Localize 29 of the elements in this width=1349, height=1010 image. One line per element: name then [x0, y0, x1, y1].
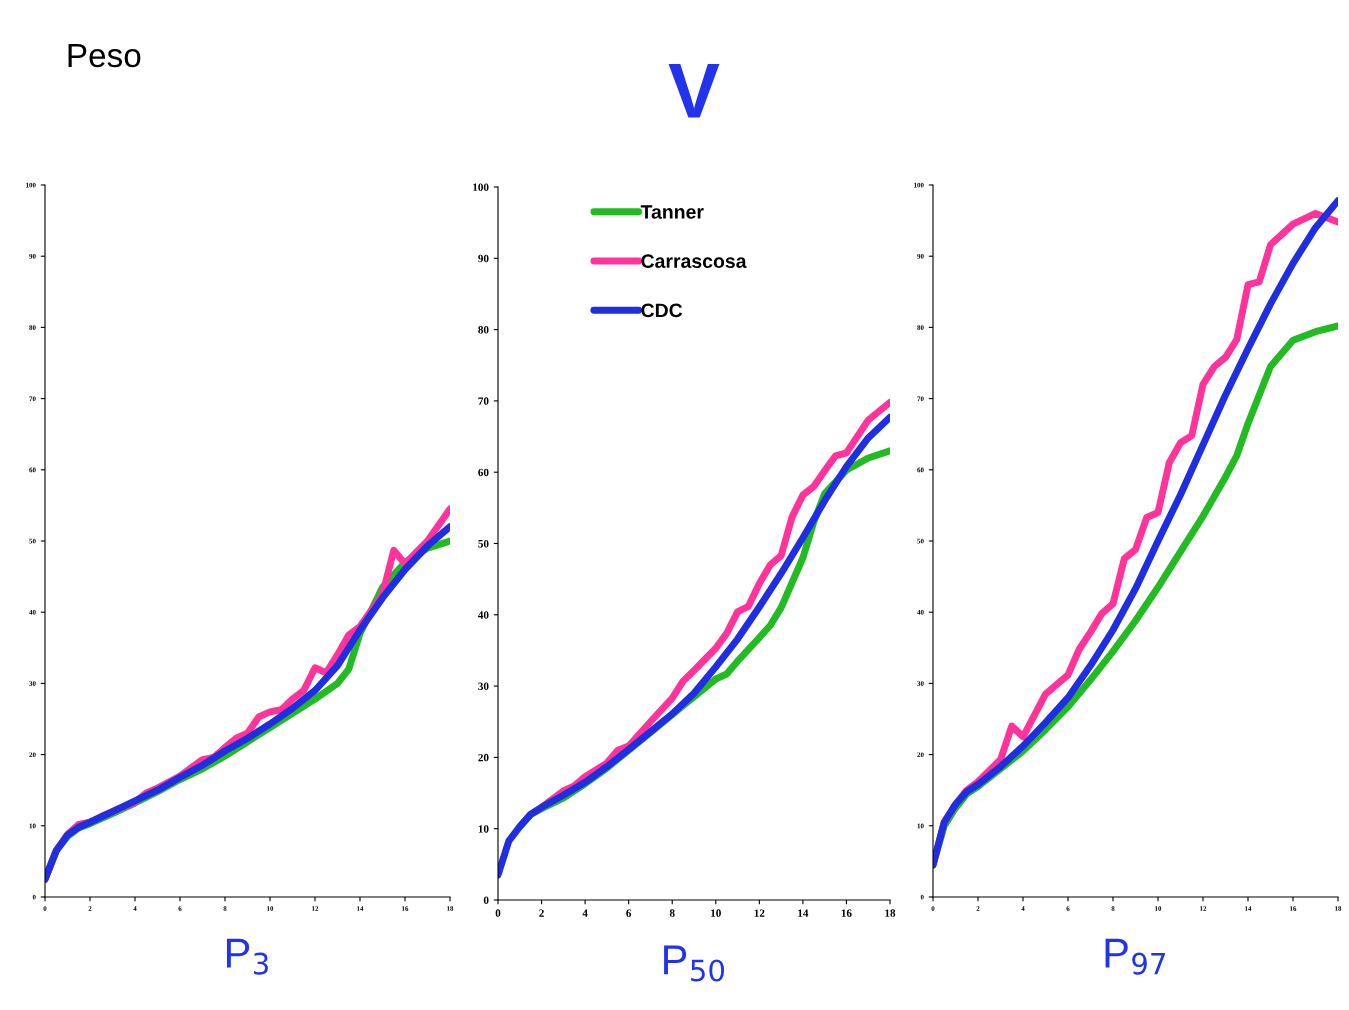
y-tick-label: 90 — [478, 254, 489, 263]
x-tick-label: 14 — [798, 909, 809, 917]
y-tick-label: 40 — [478, 611, 489, 619]
x-tick-label: 8 — [669, 909, 675, 917]
x-tick-label: 2 — [539, 909, 544, 917]
legend-label: CDC — [641, 303, 683, 318]
x-tick-label: 4 — [582, 909, 588, 917]
x-tick-label: 12 — [754, 909, 765, 917]
y-tick-label: 10 — [478, 825, 489, 833]
x-tick-label: 18 — [885, 909, 896, 917]
legend-label: Carrascosa — [641, 254, 747, 269]
y-tick-label: 20 — [478, 753, 489, 762]
text: Peso — [68, 44, 141, 68]
chart-title: V — [668, 64, 720, 118]
y-tick-label: 30 — [478, 682, 489, 691]
x-tick-label: 16 — [841, 909, 852, 917]
y-tick-label: 50 — [478, 539, 489, 548]
x-tick-label: 6 — [626, 909, 632, 917]
y-tick-label: 60 — [478, 468, 489, 477]
x-tick-label: 10 — [711, 909, 721, 917]
x-axis-title: P$_{50}$ — [664, 945, 725, 982]
x-tick-label: 0 — [495, 909, 501, 917]
y-tick-label: 70 — [478, 397, 489, 405]
y-tick-label: 100 — [473, 183, 489, 191]
legend-label: Tanner — [640, 205, 704, 219]
x-axis-title: P$_{97}$ — [1105, 938, 1165, 975]
y-tick-label: 80 — [478, 326, 489, 334]
x-axis-title: P$_{3}$ — [226, 938, 268, 975]
y-tick-label: 0 — [483, 896, 489, 904]
